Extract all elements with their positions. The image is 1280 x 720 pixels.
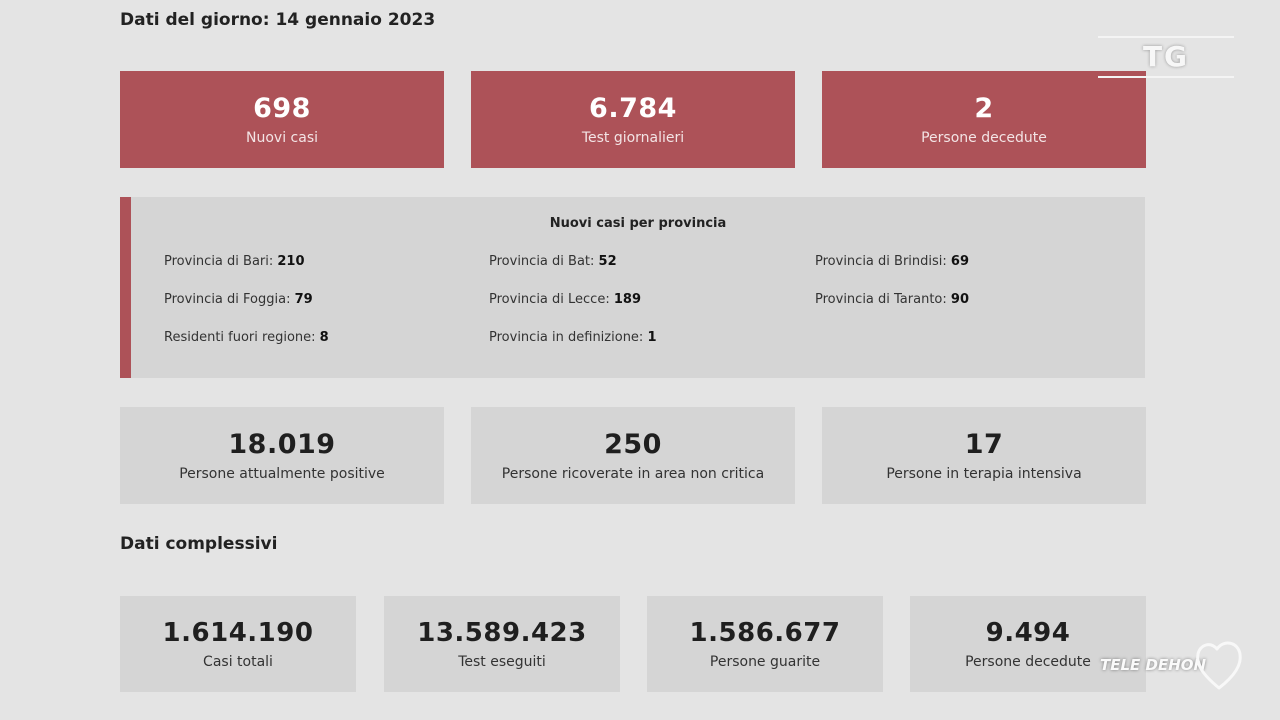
province-item-bari: Provincia di Bari: 210 bbox=[164, 254, 305, 269]
card-value: 250 bbox=[604, 429, 662, 460]
card-label: Persone decedute bbox=[921, 130, 1047, 146]
card-total-recovered: 1.586.677 Persone guarite bbox=[647, 596, 883, 692]
card-hospitalized: 250 Persone ricoverate in area non criti… bbox=[471, 407, 795, 504]
card-daily-deaths: 2 Persone decedute bbox=[822, 71, 1146, 168]
card-intensive-care: 17 Persone in terapia intensiva bbox=[822, 407, 1146, 504]
province-panel: Nuovi casi per provincia Provincia di Ba… bbox=[120, 197, 1145, 378]
daily-heading: Dati del giorno: 14 gennaio 2023 bbox=[120, 10, 436, 30]
province-value: 8 bbox=[319, 330, 329, 345]
card-value: 1.614.190 bbox=[162, 618, 314, 648]
card-value: 17 bbox=[964, 429, 1004, 460]
card-value: 1.586.677 bbox=[689, 618, 841, 648]
province-label: Provincia di Bat: bbox=[489, 254, 595, 269]
province-value: 1 bbox=[647, 330, 657, 345]
province-item-brindisi: Provincia di Brindisi: 69 bbox=[815, 254, 969, 269]
card-currently-positive: 18.019 Persone attualmente positive bbox=[120, 407, 444, 504]
province-label: Residenti fuori regione: bbox=[164, 330, 316, 345]
card-label: Persone in terapia intensiva bbox=[886, 466, 1082, 482]
card-value: 698 bbox=[253, 93, 311, 124]
province-label: Provincia di Lecce: bbox=[489, 292, 610, 307]
card-value: 6.784 bbox=[589, 93, 677, 124]
province-item-foggia: Provincia di Foggia: 79 bbox=[164, 292, 313, 307]
province-label: Provincia di Taranto: bbox=[815, 292, 947, 307]
province-value: 189 bbox=[613, 292, 641, 307]
province-value: 90 bbox=[950, 292, 969, 307]
card-label: Persone attualmente positive bbox=[179, 466, 385, 482]
card-label: Persone decedute bbox=[965, 654, 1091, 670]
province-value: 79 bbox=[294, 292, 313, 307]
card-daily-tests: 6.784 Test giornalieri bbox=[471, 71, 795, 168]
card-total-deaths: 9.494 Persone decedute bbox=[910, 596, 1146, 692]
card-value: 2 bbox=[974, 93, 994, 124]
card-total-cases: 1.614.190 Casi totali bbox=[120, 596, 356, 692]
card-label: Casi totali bbox=[203, 654, 273, 670]
province-item-taranto: Provincia di Taranto: 90 bbox=[815, 292, 969, 307]
province-value: 210 bbox=[277, 254, 305, 269]
card-total-tests: 13.589.423 Test eseguiti bbox=[384, 596, 620, 692]
card-label: Test eseguiti bbox=[458, 654, 546, 670]
province-value: 52 bbox=[598, 254, 617, 269]
province-value: 69 bbox=[950, 254, 969, 269]
province-item-lecce: Provincia di Lecce: 189 bbox=[489, 292, 641, 307]
card-label: Persone guarite bbox=[709, 654, 821, 670]
card-value: 13.589.423 bbox=[417, 618, 587, 648]
totals-heading: Dati complessivi bbox=[120, 534, 278, 554]
province-panel-title: Nuovi casi per provincia bbox=[549, 216, 727, 231]
province-item-bat: Provincia di Bat: 52 bbox=[489, 254, 617, 269]
province-label: Provincia di Bari: bbox=[164, 254, 274, 269]
province-label: Provincia in definizione: bbox=[489, 330, 644, 345]
province-label: Provincia di Brindisi: bbox=[815, 254, 947, 269]
card-value: 9.494 bbox=[985, 618, 1071, 648]
province-item-out-of-region: Residenti fuori regione: 8 bbox=[164, 330, 329, 345]
province-label: Provincia di Foggia: bbox=[164, 292, 291, 307]
card-label: Persone ricoverate in area non critica bbox=[501, 466, 765, 482]
card-label: Test giornalieri bbox=[581, 130, 685, 146]
province-item-undefined: Provincia in definizione: 1 bbox=[489, 330, 657, 345]
tg-logo: TG bbox=[1098, 36, 1234, 78]
card-label: Nuovi casi bbox=[246, 130, 318, 146]
channel-logo: TELE DEHON bbox=[1100, 656, 1207, 674]
card-value: 18.019 bbox=[228, 429, 336, 460]
accent-bar bbox=[120, 197, 131, 378]
card-new-cases: 698 Nuovi casi bbox=[120, 71, 444, 168]
heart-outline-icon bbox=[1196, 641, 1242, 690]
